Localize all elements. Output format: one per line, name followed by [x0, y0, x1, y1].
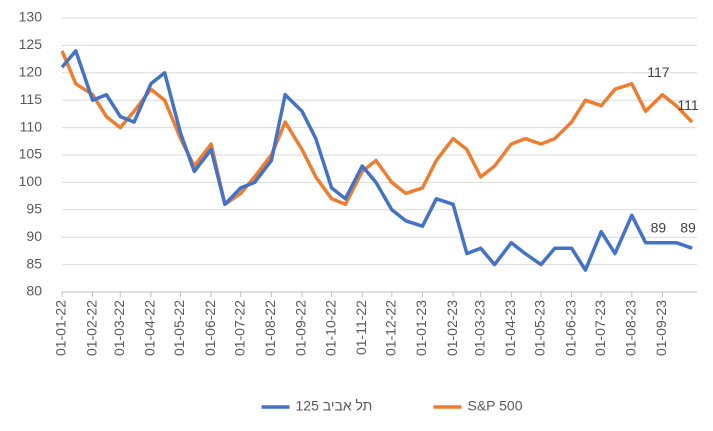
y-tick-label: 130	[19, 9, 43, 25]
y-tick-label: 95	[26, 201, 42, 217]
x-tick-label: 01-06-22	[202, 300, 218, 356]
x-tick-label: 01-01-22	[53, 300, 69, 356]
y-tick-label: 80	[26, 283, 42, 299]
x-tick-label: 01-12-22	[383, 300, 399, 356]
x-tick-label: 01-07-22	[231, 300, 247, 356]
x-tick-label: 01-02-23	[444, 300, 460, 356]
y-tick-label: 115	[20, 91, 43, 107]
y-tick-label: 90	[26, 228, 42, 244]
x-tick-label: 01-05-22	[171, 300, 187, 356]
x-tick-label: 01-11-22	[353, 300, 369, 355]
x-tick-label: 01-02-22	[83, 300, 99, 356]
y-tick-label: 120	[19, 64, 43, 80]
y-tick-label: 110	[20, 118, 43, 134]
annotation: 89	[651, 219, 667, 235]
y-tick-label: 85	[26, 255, 42, 271]
y-tick-label: 125	[19, 36, 43, 52]
x-tick-label: 01-08-22	[262, 300, 278, 356]
x-tick-label: 01-03-22	[111, 300, 127, 356]
x-tick-label: 01-05-23	[532, 300, 548, 356]
x-tick-label: 01-03-23	[471, 300, 487, 356]
x-tick-label: 01-04-23	[502, 300, 518, 356]
annotation: 111	[677, 97, 698, 113]
x-tick-label: 01-08-23	[623, 300, 639, 356]
x-tick-label: 01-06-23	[562, 300, 578, 356]
x-tick-label: 01-09-23	[653, 300, 669, 356]
x-tick-label: 01-04-22	[142, 300, 158, 356]
x-tick-label: 01-01-23	[413, 300, 429, 356]
x-tick-label: 01-07-23	[592, 300, 608, 356]
line-series	[60, 49, 693, 272]
annotation: 89	[680, 219, 696, 235]
line-series	[60, 50, 694, 207]
y-tick-label: 100	[19, 173, 43, 189]
x-tick-label: 01-09-22	[293, 300, 309, 356]
legend-label: תל אביב 125	[296, 398, 373, 414]
y-tick-label: 105	[19, 146, 43, 162]
legend-label: S&P 500	[468, 398, 523, 414]
x-tick-label: 01-10-22	[322, 300, 338, 356]
annotation: 117	[647, 64, 670, 80]
